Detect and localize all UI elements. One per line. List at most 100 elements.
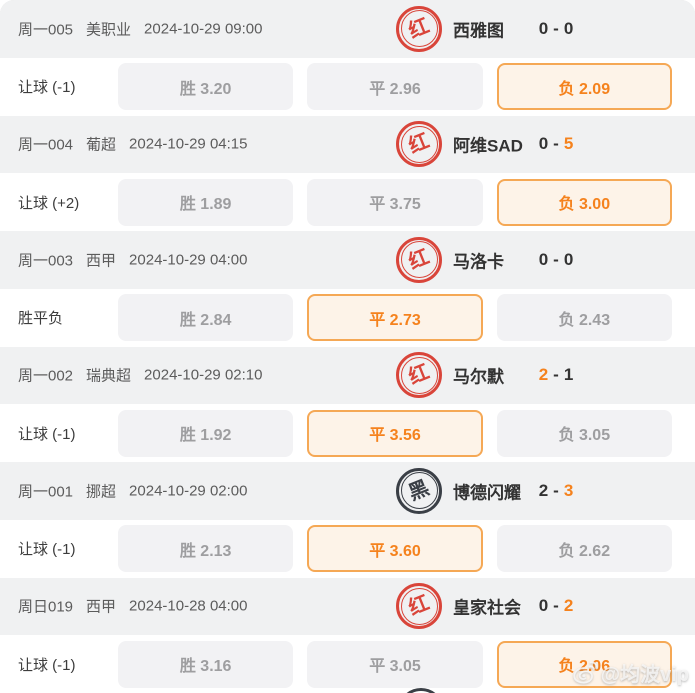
odds-draw-button[interactable]: 平 2.73: [307, 294, 483, 341]
bet-type-label: 让球 (-1): [18, 656, 76, 674]
match-info-row[interactable]: 周一005 美职业 2024-10-29 09:00 红 西雅图 0 - 0: [0, 0, 695, 58]
home-score: 2: [538, 480, 549, 500]
odds-row: 让球 (-1) 胜 2.13 平 3.60 负 2.62: [0, 519, 695, 578]
match-score: 0 - 2: [528, 596, 584, 616]
home-score: 0: [538, 134, 549, 154]
odds-win-button[interactable]: 胜 3.20: [118, 63, 294, 110]
result-stamp-label: 红: [405, 361, 433, 390]
result-stamp-label: 黑: [405, 476, 433, 505]
away-score: 3: [563, 480, 574, 500]
match-datetime: 2024-10-29 09:00: [144, 20, 263, 38]
odds-draw-button[interactable]: 平 2.96: [307, 63, 483, 110]
home-team-name: 博德闪耀: [453, 483, 521, 503]
result-stamp: 红: [396, 352, 442, 399]
match-score: 0 - 5: [528, 134, 584, 154]
match-id: 周一003: [18, 252, 74, 270]
match-row: 周一005 美职业 2024-10-29 09:00 红 西雅图 0 - 0 让…: [0, 0, 695, 116]
odds-lose-button[interactable]: 负 2.43: [496, 294, 672, 341]
odds-lose-button[interactable]: 负 2.09: [496, 63, 672, 110]
odds-row: 让球 (-1) 胜 3.20 平 2.96 负 2.09: [0, 57, 695, 116]
match-row: 周一002 瑞典超 2024-10-29 02:10 红 马尔默 2 - 1 让…: [0, 346, 695, 462]
match-meta: 周一001 挪超 2024-10-29 02:00: [18, 480, 247, 501]
match-row: 周一001 挪超 2024-10-29 02:00 黑 博德闪耀 2 - 3 让…: [0, 462, 695, 578]
home-team-name: 马洛卡: [453, 252, 504, 272]
home-team-name: 西雅图: [453, 21, 504, 41]
match-id: 周一002: [18, 367, 74, 385]
away-score: 1: [563, 365, 574, 385]
result-stamp: 红: [396, 121, 442, 168]
match-id: 周日019: [18, 598, 74, 616]
league-name: 美职业: [86, 21, 132, 39]
odds-lose-button[interactable]: 负 2.62: [496, 525, 672, 572]
match-info-row[interactable]: 周日019 西甲 2024-10-28 04:00 红 皇家社会 0 - 2: [0, 577, 695, 635]
odds-win-button[interactable]: 胜 1.92: [118, 409, 294, 457]
home-score: 2: [538, 365, 549, 385]
away-score: 2: [563, 596, 574, 616]
match-meta: 周一003 西甲 2024-10-29 04:00: [18, 249, 247, 270]
odds-win-button[interactable]: 胜 3.16: [118, 640, 294, 688]
result-stamp: 红: [396, 5, 442, 52]
match-score: 2 - 1: [528, 365, 584, 385]
result-stamp-label: 红: [405, 14, 433, 43]
odds-draw-button[interactable]: 平 3.75: [307, 178, 483, 226]
match-info-row[interactable]: 周一001 挪超 2024-10-29 02:00 黑 博德闪耀 2 - 3: [0, 462, 695, 520]
odds-lose-button[interactable]: 负 3.00: [496, 178, 672, 226]
match-score: 2 - 3: [528, 481, 584, 501]
match-meta: 周一004 葡超 2024-10-29 04:15: [18, 134, 247, 155]
odds-win-button[interactable]: 胜 2.13: [118, 525, 294, 572]
match-datetime: 2024-10-29 02:00: [129, 482, 248, 500]
odds-win-button[interactable]: 胜 2.84: [118, 294, 294, 341]
odds-lose-button[interactable]: 负 3.05: [496, 409, 672, 457]
match-id: 周一005: [18, 21, 74, 39]
bet-type-label: 让球 (-1): [18, 541, 76, 558]
match-meta: 周一005 美职业 2024-10-29 09:00: [18, 18, 262, 39]
home-team-name: 皇家社会: [453, 598, 521, 618]
odds-row: 让球 (-1) 胜 3.16 平 3.05 负 2.06: [0, 635, 695, 693]
score-dash: -: [553, 596, 559, 616]
match-row: 周日019 西甲 2024-10-28 04:00 红 皇家社会 0 - 2 让…: [0, 577, 695, 693]
score-dash: -: [553, 365, 559, 385]
home-team-name: 马尔默: [453, 367, 504, 387]
league-name: 挪超: [86, 483, 117, 501]
odds-draw-button[interactable]: 平 3.56: [307, 409, 483, 457]
match-row: 周一004 葡超 2024-10-29 04:15 红 阿维SAD 0 - 5 …: [0, 115, 695, 231]
match-info-row[interactable]: 周一004 葡超 2024-10-29 04:15 红 阿维SAD 0 - 5: [0, 115, 695, 173]
match-meta: 周日019 西甲 2024-10-28 04:00: [18, 596, 247, 617]
home-score: 0: [538, 596, 549, 616]
match-score: 0 - 0: [528, 250, 584, 270]
score-dash: -: [553, 134, 559, 154]
home-score: 0: [538, 249, 549, 269]
match-info-row[interactable]: 周一003 西甲 2024-10-29 04:00 红 马洛卡 0 - 0: [0, 231, 695, 289]
match-datetime: 2024-10-29 04:15: [129, 135, 248, 153]
match-meta: 周一002 瑞典超 2024-10-29 02:10: [18, 365, 262, 386]
odds-row: 让球 (+2) 胜 1.89 平 3.75 负 3.00: [0, 173, 695, 231]
bet-type-label: 让球 (-1): [18, 425, 76, 443]
odds-draw-button[interactable]: 平 3.05: [307, 640, 483, 688]
away-score: 0: [563, 18, 574, 38]
match-id: 周一004: [18, 136, 74, 154]
match-info-row[interactable]: 周一002 瑞典超 2024-10-29 02:10 红 马尔默 2 - 1: [0, 346, 695, 404]
score-dash: -: [553, 18, 559, 38]
home-score: 0: [538, 18, 549, 38]
match-datetime: 2024-10-29 02:10: [144, 366, 263, 384]
bet-type-label: 让球 (+2): [18, 194, 80, 212]
match-row: 周一003 西甲 2024-10-29 04:00 红 马洛卡 0 - 0 胜平…: [0, 231, 695, 347]
bet-type-label: 胜平负: [18, 310, 64, 327]
league-name: 瑞典超: [86, 367, 132, 385]
league-name: 西甲: [86, 252, 117, 270]
odds-win-button[interactable]: 胜 1.89: [118, 178, 294, 226]
result-stamp-label: 红: [405, 245, 433, 274]
match-id: 周一001: [18, 483, 74, 501]
odds-lose-button[interactable]: 负 2.06: [496, 640, 672, 688]
result-stamp: 黑: [396, 467, 442, 514]
match-score: 0 - 0: [528, 19, 584, 39]
league-name: 葡超: [86, 136, 117, 154]
odds-draw-button[interactable]: 平 3.60: [307, 525, 483, 572]
league-name: 西甲: [86, 598, 117, 616]
odds-row: 让球 (-1) 胜 1.92 平 3.56 负 3.05: [0, 404, 695, 462]
score-dash: -: [553, 480, 559, 500]
result-stamp: 红: [396, 236, 442, 283]
bet-type-label: 让球 (-1): [18, 79, 76, 96]
